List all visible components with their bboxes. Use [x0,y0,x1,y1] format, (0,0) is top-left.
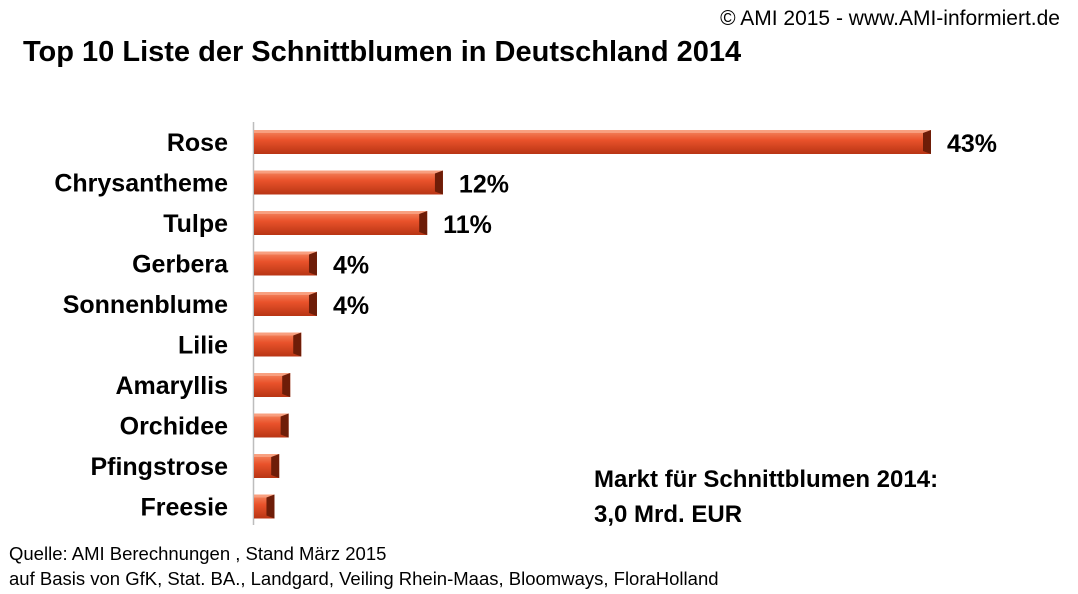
bar-lilie-highlight [254,332,302,336]
bar-gerbera-end-cap [308,251,317,276]
source-note-line-1: Quelle: AMI Berechnungen , Stand März 20… [9,543,387,564]
market-size-note-line-2: 3,0 Mrd. EUR [594,501,743,528]
bar-tulpe-end-cap [419,211,428,235]
bar-pfingstrose [254,454,280,478]
bar-rose-end-cap [923,130,931,154]
bar-rose-body [254,130,931,154]
data-label-sonnenblume: 4% [333,292,369,320]
chart-title: Top 10 Liste der Schnittblumen in Deutsc… [23,36,742,68]
bar-lilie [254,332,302,357]
bar-orchidee [254,413,289,438]
bar-sonnenblume-body [254,292,317,316]
source-note: Quelle: AMI Berechnungen , Stand März 20… [9,541,719,591]
bar-sonnenblume-highlight [254,292,317,295]
market-size-note: Markt für Schnittblumen 2014: 3,0 Mrd. E… [594,462,938,532]
bar-amaryllis [254,373,291,397]
bar-sonnenblume [254,292,317,316]
category-label-rose: Rose [167,129,228,157]
source-note-line-2: auf Basis von GfK, Stat. BA., Landgard, … [9,568,719,589]
bar-rose-highlight [254,130,931,133]
bar-gerbera-highlight [254,251,317,255]
bar-tulpe-body [254,211,428,235]
bar-lilie-end-cap [293,332,302,357]
market-size-note-line-1: Markt für Schnittblumen 2014: [594,466,939,493]
data-label-gerbera: 4% [333,252,369,280]
bar-amaryllis-end-cap [282,373,291,397]
category-label-lilie: Lilie [178,332,228,360]
category-label-freesie: Freesie [140,494,228,522]
category-label-gerbera: Gerbera [132,251,229,279]
category-label-amaryllis: Amaryllis [115,372,228,400]
bar-gerbera-body [254,251,317,276]
bar-freesie [254,494,275,519]
bar-chrysantheme-body [254,170,443,195]
data-label-rose: 43% [947,130,997,158]
bar-sonnenblume-end-cap [308,292,317,316]
data-label-tulpe: 11% [443,211,492,239]
category-label-chrysantheme: Chrysantheme [54,170,228,198]
copyright-notice: © AMI 2015 - www.AMI-informiert.de [720,7,1060,30]
bar-chrysantheme [254,170,443,195]
bar-tulpe [254,211,428,235]
bar-rose [254,130,931,154]
bar-amaryllis-highlight [254,373,291,376]
bar-freesie-highlight [254,494,275,498]
bar-orchidee-end-cap [280,413,289,438]
category-label-orchidee: Orchidee [120,413,228,441]
bar-gerbera [254,251,317,276]
category-label-tulpe: Tulpe [163,210,228,238]
bar-chrysantheme-end-cap [434,170,443,195]
category-label-pfingstrose: Pfingstrose [90,453,228,481]
bar-orchidee-highlight [254,413,289,417]
bar-tulpe-highlight [254,211,428,214]
category-label-sonnenblume: Sonnenblume [63,291,228,319]
bar-pfingstrose-end-cap [271,454,280,478]
bar-chrysantheme-highlight [254,170,443,174]
bar-pfingstrose-highlight [254,454,280,457]
data-label-chrysantheme: 12% [459,171,509,199]
bar-freesie-end-cap [266,494,275,519]
